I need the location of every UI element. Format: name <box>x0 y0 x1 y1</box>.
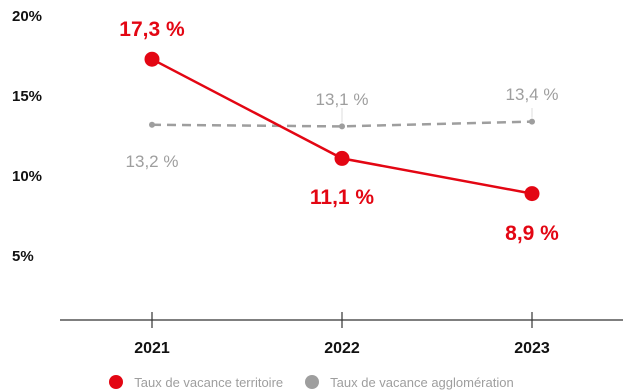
x-axis-ticks: 2021 2022 2023 <box>134 312 550 357</box>
legend-item-territoire: Taux de vacance territoire <box>109 375 283 390</box>
territoire-data-label: 8,9 % <box>505 222 559 245</box>
agglomeration-data-label: 13,2 % <box>126 152 179 171</box>
territoire-point <box>524 186 540 202</box>
legend: Taux de vacance territoire Taux de vacan… <box>0 372 623 392</box>
x-tick-label: 2023 <box>514 340 550 357</box>
territoire-point <box>144 51 160 67</box>
series-agglomeration: 13,2 % 13,1 % 13,4 % <box>126 85 559 171</box>
legend-marker-territoire <box>109 375 124 389</box>
territoire-data-label: 11,1 % <box>310 186 375 209</box>
agglomeration-point <box>339 123 345 130</box>
value-guides <box>341 108 533 123</box>
y-axis-ticks: 20% 15% 10% 5% <box>12 8 42 265</box>
legend-label-territoire: Taux de vacance territoire <box>134 374 284 390</box>
territoire-point <box>334 150 350 166</box>
x-tick-label: 2021 <box>134 340 170 357</box>
agglomeration-data-label: 13,4 % <box>506 85 559 104</box>
territoire-data-label: 17,3 % <box>119 18 185 41</box>
x-tick-label: 2022 <box>324 340 360 357</box>
agglomeration-point <box>529 118 535 125</box>
agglomeration-line <box>151 120 533 128</box>
line-chart: 20%15%10%5% 2021 2022 2023 13,2 %13,1 % 13,… <box>12 8 623 357</box>
y-tick-label: 15% <box>12 88 42 105</box>
series-territoire: 17,3 % 11,1 % 8,9 % <box>119 18 559 245</box>
y-tick-label: 20% <box>12 8 42 25</box>
legend-marker-agglomeration <box>305 375 320 389</box>
legend-item-agglomeration: Taux de vacance agglomération <box>305 375 514 390</box>
agglomeration-point <box>149 121 155 128</box>
y-tick-label: 10% <box>12 168 42 185</box>
legend-label-agglomeration: Taux de vacance agglomération <box>330 374 514 390</box>
y-tick-label: 5% <box>12 248 34 265</box>
agglomeration-data-label: 13,1 % <box>316 90 369 109</box>
